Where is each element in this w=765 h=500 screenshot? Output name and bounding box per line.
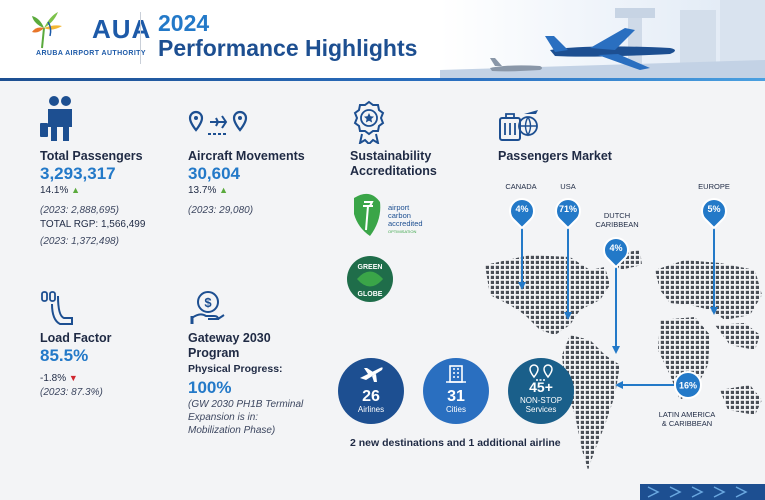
green-globe-word-2: GLOBE (358, 291, 383, 298)
airplane-small-icon (490, 58, 542, 72)
aircraft-change: 13.7% ▲ (188, 185, 229, 196)
pin-latin-america: 16% (615, 371, 702, 399)
pin-label-canada: CANADA (505, 182, 537, 191)
pin-value-usa: 71% (559, 204, 577, 214)
airlines-circle: 26 Airlines (338, 358, 404, 424)
green-globe-logo: GREEN GLOBE (347, 256, 393, 302)
market-label: Passengers Market (498, 149, 612, 163)
flight-route-icon (188, 110, 248, 135)
passengers-prior: (2023: 2,888,695) (40, 205, 119, 216)
gateway-note: (GW 2030 PH1B Terminal Expansion is in: … (188, 399, 304, 436)
nonstop-circle: 45+ NON-STOP Services (508, 358, 574, 424)
investment-icon: $ (190, 291, 225, 324)
pin-value-canada: 4% (515, 204, 528, 214)
pin-value-latin-america: 16% (679, 381, 697, 391)
cities-circle: 31 Cities (423, 358, 489, 424)
logo-wordmark: AUA (92, 14, 152, 44)
passengers-rgp-prior: (2023: 1,372,498) (40, 236, 119, 247)
luggage-globe-icon (499, 110, 538, 141)
report-year: 2024 (158, 10, 210, 36)
pin-label-latin-america: LATIN AMERICA & CARIBBEAN (658, 410, 716, 428)
airport-hero-illustration (440, 0, 765, 80)
pin-value-europe: 5% (707, 204, 720, 214)
aircraft-value: 30,604 (188, 164, 240, 183)
gateway-value: 100% (188, 378, 232, 397)
header: AUA ARUBA AIRPORT AUTHORITY 2024 Perform… (0, 0, 765, 80)
pin-europe: 5% (701, 198, 727, 315)
gateway-sub: Physical Progress: (188, 363, 283, 375)
airport-carbon-accredited-logo: airport carbon accredited OPTIMISATION (354, 193, 423, 236)
seat-icon (41, 291, 73, 325)
airplane-icon (360, 367, 383, 382)
cities-value: 31 (447, 388, 465, 405)
airlines-value: 26 (362, 388, 380, 405)
pin-label-usa: USA (560, 182, 576, 191)
up-arrow-icon: ▲ (71, 185, 81, 195)
nonstop-label-1: NON-STOP (519, 396, 563, 405)
header-rule (0, 78, 765, 81)
city-building-icon (446, 365, 466, 383)
passengers-change: 14.1% ▲ (40, 185, 81, 196)
world-map (485, 250, 762, 470)
gateway-label: Gateway 2030 Program (188, 331, 271, 360)
bottom-note: 2 new destinations and 1 additional airl… (350, 437, 561, 449)
load-label: Load Factor (40, 331, 112, 345)
aircraft-prior: (2023: 29,080) (188, 205, 254, 216)
green-globe-word-1: GREEN (358, 264, 383, 271)
load-value: 85.5% (40, 346, 89, 365)
passengers-rgp: TOTAL RGP: 1,566,499 (40, 219, 146, 230)
page-title: Performance Highlights (158, 35, 418, 61)
pin-value-dutch-caribbean: 4% (609, 243, 622, 253)
load-change: -1.8% ▼ (40, 373, 78, 384)
logo: AUA ARUBA AIRPORT AUTHORITY (30, 10, 150, 66)
decorative-chevrons (640, 484, 765, 500)
pin-label-dutch-caribbean: DUTCH CARIBBEAN (595, 211, 639, 229)
up-arrow-icon: ▲ (219, 185, 229, 195)
nonstop-label-2: Services (525, 405, 557, 414)
nonstop-value: 45+ (529, 379, 553, 395)
header-divider (140, 12, 141, 64)
nonstop-route-icon (529, 364, 553, 381)
divi-tree-icon (32, 12, 62, 49)
acc-line-2: carbon (388, 211, 411, 220)
acc-line-3: accredited (388, 219, 423, 228)
aircraft-label: Aircraft Movements (188, 149, 305, 163)
airlines-label: Airlines (357, 405, 385, 414)
pin-dutch-caribbean: 4% (603, 237, 629, 354)
passengers-label: Total Passengers (40, 149, 143, 163)
pin-label-europe: EUROPE (698, 182, 730, 191)
logo-subtitle: ARUBA AIRPORT AUTHORITY (36, 50, 146, 57)
load-prior: (2023: 87.3%) (40, 387, 103, 398)
award-badge-icon (353, 100, 385, 144)
down-arrow-icon: ▼ (68, 373, 78, 383)
passengers-icon (40, 96, 72, 141)
pin-canada: 4% (509, 198, 535, 290)
passengers-value: 3,293,317 (40, 164, 116, 183)
sustainability-label: Sustainability Accreditations (350, 149, 437, 178)
acc-line-1: airport (388, 203, 410, 212)
cities-label: Cities (445, 405, 466, 414)
svg-text:$: $ (204, 295, 212, 310)
acc-line-4: OPTIMISATION (388, 229, 416, 234)
pin-usa: 71% (555, 198, 581, 320)
airplane-large-icon (545, 28, 675, 70)
